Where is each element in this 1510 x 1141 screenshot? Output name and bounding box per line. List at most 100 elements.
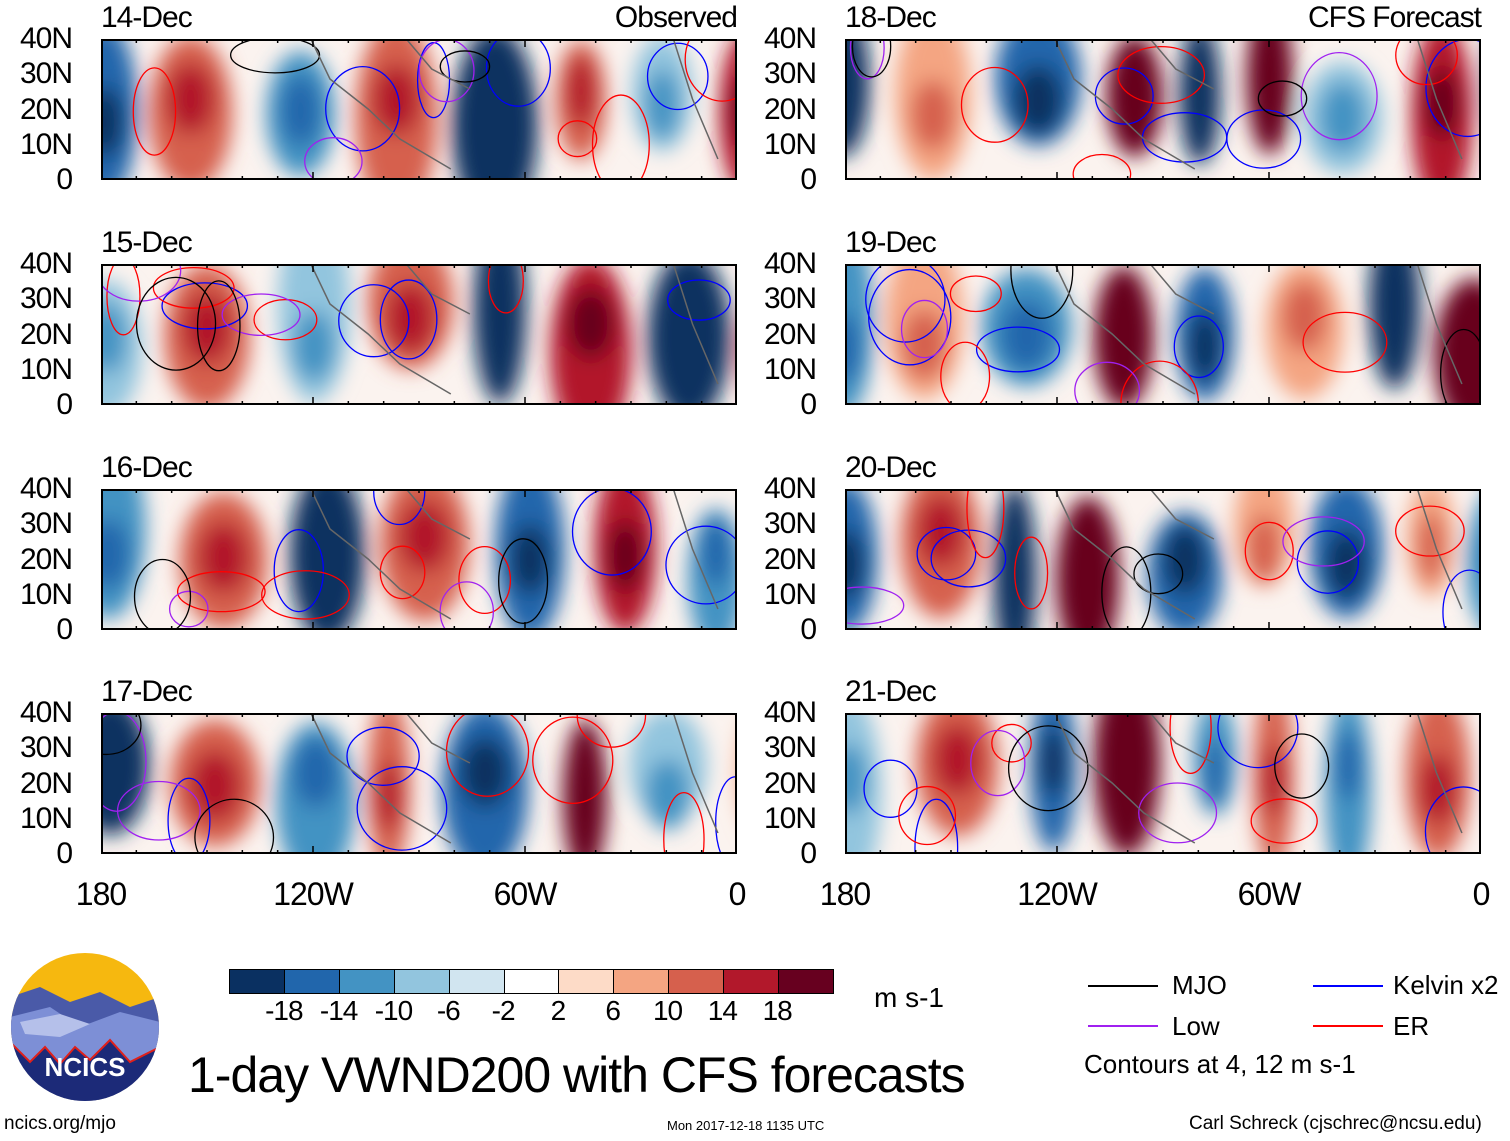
y-tick-label: 20N: [763, 92, 817, 126]
map-panel: [101, 489, 737, 630]
colorbar-swatch: [394, 970, 450, 993]
y-tick-label: 30N: [19, 57, 73, 91]
contour-line: [1274, 733, 1330, 799]
contour-line: [1074, 361, 1141, 405]
colorbar-tick-label: -10: [374, 995, 413, 1026]
anomaly-core: [572, 752, 598, 823]
contour-line: [845, 586, 905, 625]
anomaly-core: [607, 520, 644, 592]
contour-line: [373, 489, 426, 526]
contour-line: [1138, 782, 1218, 844]
footer-author: Carl Schreck (cjschrec@ncsu.edu): [1189, 1113, 1482, 1134]
colorbar-tick-label: 14: [707, 995, 738, 1026]
panel-date-label: 19-Dec: [845, 226, 937, 259]
contour-line: [135, 276, 217, 371]
contour-line: [1395, 505, 1465, 557]
anomaly-core: [845, 312, 862, 384]
contour-line: [304, 137, 363, 180]
anomaly-core: [845, 528, 865, 600]
column-title: CFS Forecast: [1307, 1, 1482, 34]
coastline: [310, 264, 719, 395]
y-tick-label: 10N: [19, 127, 73, 161]
contour-line: [152, 266, 235, 309]
contour-line: [1296, 530, 1360, 594]
contour-line: [571, 489, 652, 576]
ncics-logo: NCICS: [11, 953, 159, 1101]
y-tick-label: 30N: [763, 507, 817, 541]
anomaly-core: [281, 75, 321, 147]
contour-line: [487, 264, 524, 314]
panel-date-label: 16-Dec: [101, 451, 193, 484]
contour-line: [194, 798, 275, 854]
y-tick-label: 0: [800, 837, 817, 870]
colorbar-swatch: [779, 970, 833, 993]
coastline: [1054, 713, 1463, 844]
contour-line: [1424, 786, 1481, 854]
map-panel: [101, 39, 737, 180]
contour-line: [868, 268, 952, 366]
anomaly-core: [1419, 753, 1457, 825]
legend-line-er: [1313, 1025, 1383, 1027]
map-panel: [845, 489, 1481, 630]
y-tick-label: 20N: [19, 766, 73, 800]
anomaly-core: [293, 310, 335, 382]
anomaly-core: [1247, 513, 1282, 585]
anomaly-core: [510, 524, 550, 595]
y-tick-label: 40N: [19, 22, 73, 55]
y-tick-label: 30N: [763, 57, 817, 91]
y-tick-label: 0: [56, 613, 73, 646]
contour-line: [865, 264, 946, 343]
anomaly-core: [911, 79, 955, 151]
contour-line: [665, 525, 737, 605]
anomaly-core: [460, 737, 510, 808]
colorbar-tick-label: 18: [762, 995, 793, 1026]
panel-date-label: 21-Dec: [845, 675, 937, 708]
coastline: [310, 489, 719, 620]
y-tick-label: 0: [56, 388, 73, 421]
anomaly-core: [1187, 54, 1212, 126]
anomaly-core: [1203, 737, 1228, 809]
legend-line-kelvin: [1313, 985, 1383, 987]
anomaly-core: [1325, 528, 1368, 600]
anomaly-core: [1262, 745, 1286, 816]
contour-line: [1010, 264, 1074, 319]
anomaly-core: [101, 518, 130, 590]
anomaly-core: [101, 86, 124, 158]
y-tick-label: 10N: [763, 127, 817, 161]
contour-line: [229, 39, 321, 74]
contour-line: [532, 716, 614, 805]
colorbar-tick-label: -14: [319, 995, 358, 1026]
contour-line: [1442, 569, 1481, 630]
contour-line: [914, 798, 959, 854]
anomaly-core: [166, 63, 215, 135]
x-tick-label: 0: [728, 876, 747, 912]
x-tick-label: 120W: [1017, 876, 1098, 912]
anomaly-core: [386, 282, 436, 354]
contour-line: [1014, 536, 1049, 610]
y-tick-label: 10N: [763, 352, 817, 386]
anomaly-core: [1424, 68, 1460, 139]
contour-line: [101, 713, 142, 756]
anomaly-core: [933, 724, 981, 796]
anomaly-core: [1417, 511, 1445, 583]
contour-line: [851, 39, 892, 78]
map-panel: [845, 39, 1481, 180]
x-tick-label: 180: [819, 876, 871, 912]
contour-line: [1302, 311, 1388, 373]
y-tick-label: 20N: [19, 92, 73, 126]
y-tick-label: 40N: [763, 22, 817, 55]
contour-line: [1250, 798, 1318, 844]
y-tick-label: 40N: [19, 247, 73, 280]
contour-line: [379, 279, 438, 360]
contour-line: [338, 284, 410, 358]
footer-url[interactable]: ncics.org/mjo: [4, 1113, 116, 1134]
anomaly-region: [719, 39, 737, 180]
x-tick-label: 180: [75, 876, 127, 912]
colorbar-tick-label: 2: [550, 995, 567, 1026]
colorbar-tick-label: -2: [491, 995, 516, 1026]
column-title: Observed: [614, 1, 738, 34]
anomaly-core: [470, 54, 520, 125]
contour-line: [1257, 80, 1308, 117]
anomaly-core: [1379, 284, 1410, 355]
contour-line: [101, 713, 147, 812]
